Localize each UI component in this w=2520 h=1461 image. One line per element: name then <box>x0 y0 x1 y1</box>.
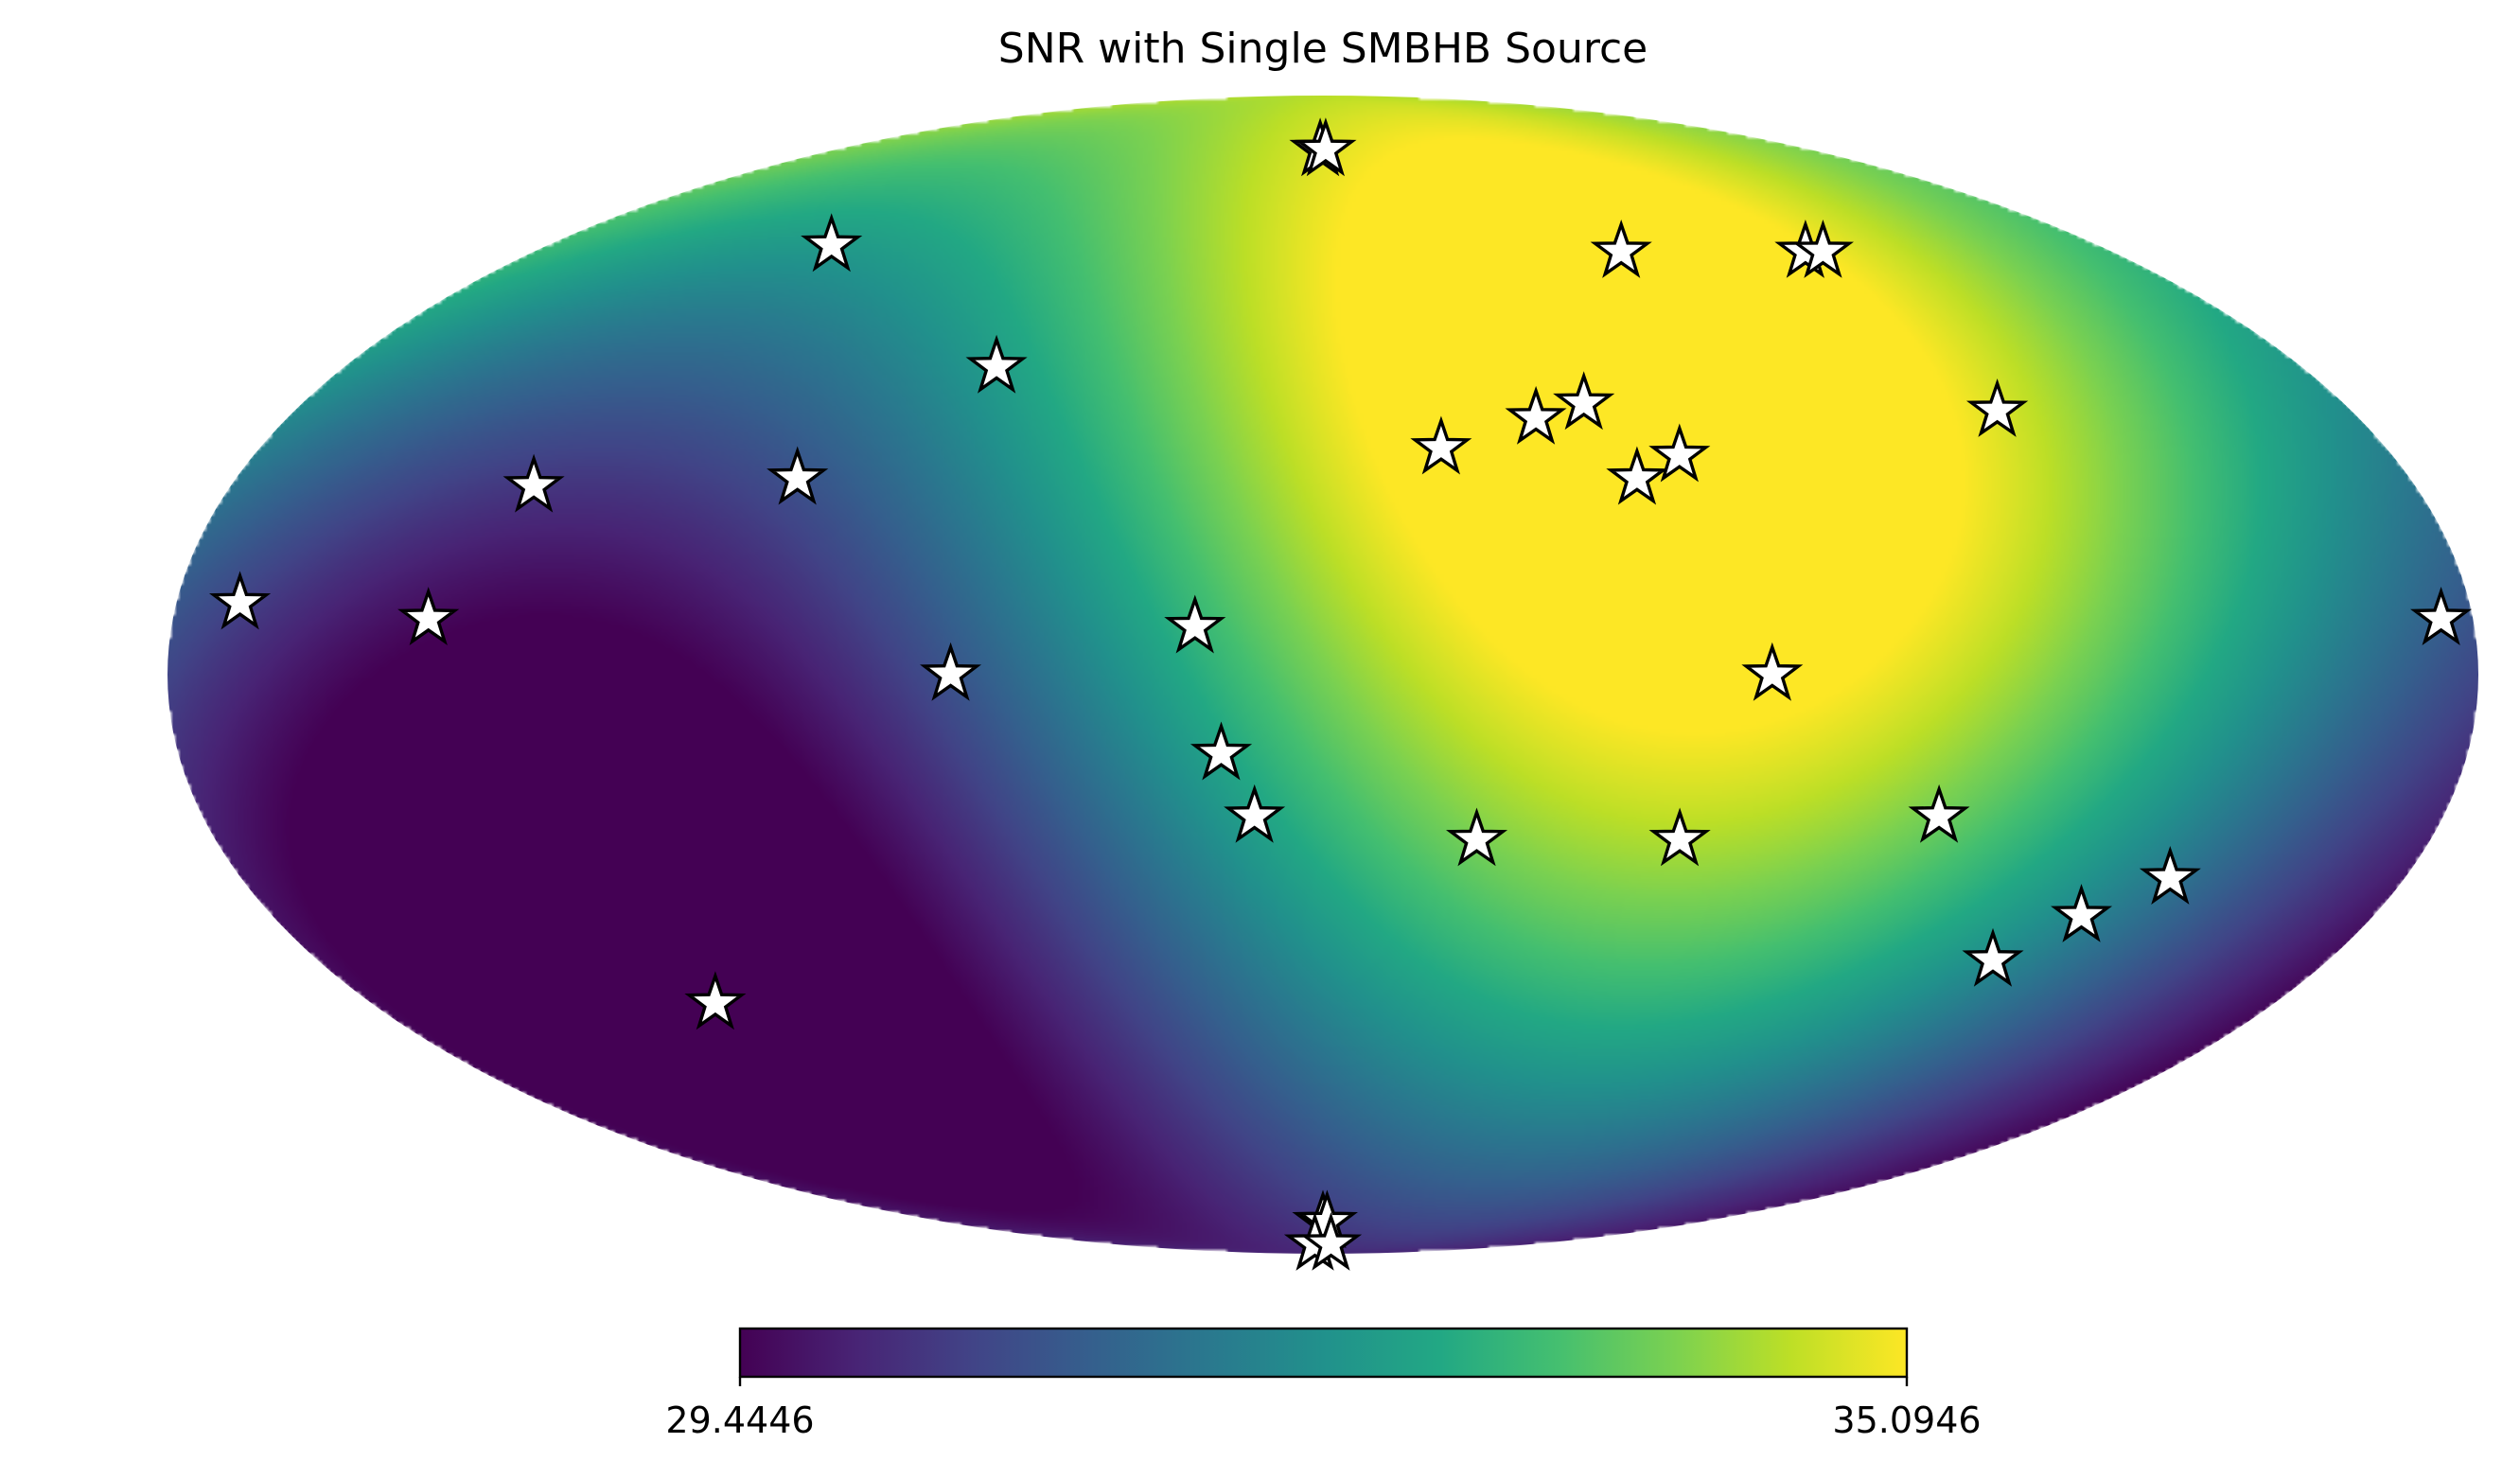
pulsar-star-icon <box>767 446 829 505</box>
pulsar-star-icon <box>1410 415 1472 475</box>
pulsar-star-icon <box>1299 1211 1363 1271</box>
pulsar-star-icon <box>397 587 460 646</box>
pulsar-star-icon <box>1505 385 1567 445</box>
pulsar-star-icon <box>1741 642 1804 701</box>
pulsar-star-icon <box>684 971 747 1030</box>
colorbar-max-label: 35.0946 <box>1832 1399 1981 1441</box>
pulsar-star-icon <box>1164 594 1226 654</box>
mollweide-map <box>167 96 2478 1254</box>
chart-title: SNR with Single SMBHB Source <box>998 25 1648 73</box>
pulsar-star-icon <box>2051 883 2113 942</box>
colorbar-gradient <box>738 1327 1909 1379</box>
pulsar-star-icon <box>801 213 863 273</box>
pulsar-markers <box>209 117 2473 1271</box>
colorbar: 29.4446 35.0946 <box>665 1327 1982 1441</box>
pulsar-star-icon <box>502 453 565 513</box>
pulsar-star-icon <box>2139 845 2201 905</box>
pulsar-star-icon <box>1908 783 1970 843</box>
pulsar-star-icon <box>1965 378 2029 437</box>
pulsar-star-icon <box>965 334 1028 394</box>
pulsar-star-icon <box>209 571 272 630</box>
pulsar-star-icon <box>1962 927 2024 987</box>
pulsar-star-icon <box>1224 783 1286 843</box>
pulsar-star-icon <box>1648 423 1711 483</box>
pulsar-star-icon <box>1553 371 1615 431</box>
pulsar-star-icon <box>1446 807 1508 867</box>
colorbar-min-label: 29.4446 <box>665 1399 814 1441</box>
pulsar-star-icon <box>920 642 982 701</box>
pulsar-star-icon <box>1295 117 1357 177</box>
pulsar-star-icon <box>1648 807 1711 867</box>
pulsar-star-icon <box>1190 721 1253 781</box>
pulsar-star-icon <box>1590 219 1652 278</box>
snr-heatmap <box>167 96 2478 1254</box>
pulsar-star-icon <box>1606 446 1668 505</box>
pulsar-star-icon <box>1791 219 1854 278</box>
pulsar-star-icon <box>2410 587 2473 646</box>
